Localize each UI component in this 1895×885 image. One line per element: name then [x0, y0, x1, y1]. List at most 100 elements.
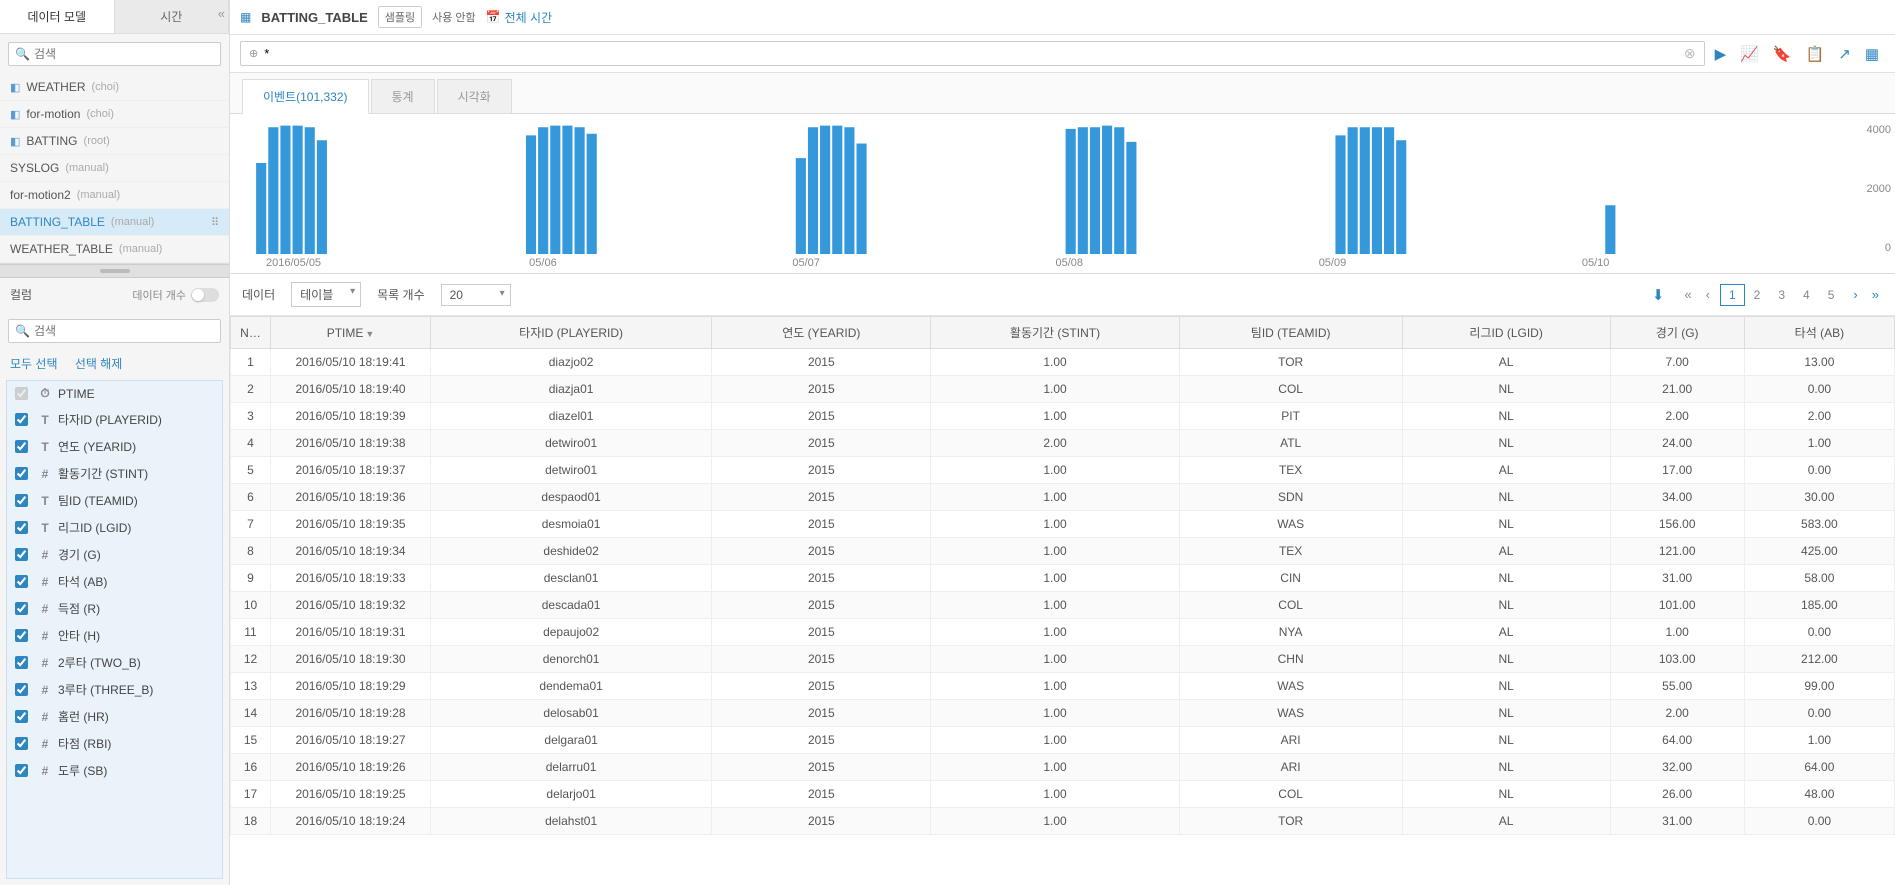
column-checkbox[interactable]: [15, 413, 28, 426]
column-checkbox[interactable]: [15, 656, 28, 669]
page-next[interactable]: ›: [1849, 285, 1861, 304]
clipboard-icon[interactable]: 📋: [1806, 45, 1825, 63]
tree-item-syslog[interactable]: SYSLOG(manual): [0, 155, 229, 182]
table-row[interactable]: 12016/05/10 18:19:41diazjo0220151.00TORA…: [231, 349, 1895, 376]
column-item[interactable]: #활동기간 (STINT): [7, 460, 222, 487]
column-item[interactable]: ⏱PTIME: [7, 381, 222, 406]
table-row[interactable]: 82016/05/10 18:19:34deshide0220151.00TEX…: [231, 538, 1895, 565]
column-item[interactable]: #2루타 (TWO_B): [7, 649, 222, 676]
column-checkbox[interactable]: [15, 683, 28, 696]
tree-item-batting[interactable]: ◧BATTING(root): [0, 128, 229, 155]
column-checkbox[interactable]: [15, 494, 28, 507]
bookmark-icon[interactable]: 🔖: [1773, 45, 1792, 63]
sidebar-splitter[interactable]: [0, 264, 229, 278]
column-item[interactable]: #안타 (H): [7, 622, 222, 649]
table-row[interactable]: 92016/05/10 18:19:33desclan0120151.00CIN…: [231, 565, 1895, 592]
column-checkbox[interactable]: [15, 548, 28, 561]
page-3[interactable]: 3: [1769, 284, 1794, 306]
column-item[interactable]: #3루타 (THREE_B): [7, 676, 222, 703]
column-item[interactable]: #도루 (SB): [7, 757, 222, 784]
data-table-container[interactable]: N…PTIME▼타자ID (PLAYERID)연도 (YEARID)활동기간 (…: [230, 316, 1895, 885]
tab-events[interactable]: 이벤트(101,332): [242, 79, 369, 114]
column-checkbox[interactable]: [15, 387, 28, 400]
column-header[interactable]: PTIME▼: [271, 317, 431, 349]
tree-item-for-motion[interactable]: ◧for-motion(choi): [0, 101, 229, 128]
page-1[interactable]: 1: [1720, 284, 1745, 306]
tab-time[interactable]: 시간: [115, 0, 230, 33]
page-size-select[interactable]: 20: [441, 284, 511, 306]
tree-item-for-motion2[interactable]: for-motion2(manual): [0, 182, 229, 209]
grip-icon[interactable]: ⠿: [211, 216, 219, 229]
sidebar-search[interactable]: 🔍: [8, 42, 221, 66]
clear-query-icon[interactable]: ⊗: [1684, 45, 1696, 62]
table-row[interactable]: 32016/05/10 18:19:39diazel0120151.00PITN…: [231, 403, 1895, 430]
table-row[interactable]: 102016/05/10 18:19:32descada0120151.00CO…: [231, 592, 1895, 619]
tree-item-weather_table[interactable]: WEATHER_TABLE(manual): [0, 236, 229, 263]
grid-icon[interactable]: ▦: [1865, 45, 1879, 63]
select-all-link[interactable]: 모두 선택: [10, 357, 58, 371]
data-count-toggle[interactable]: [191, 288, 219, 302]
deselect-all-link[interactable]: 선택 해제: [75, 357, 123, 371]
column-search-input[interactable]: [34, 324, 214, 338]
column-checkbox[interactable]: [15, 602, 28, 615]
column-item[interactable]: T타자ID (PLAYERID): [7, 406, 222, 433]
column-header[interactable]: 경기 (G): [1610, 317, 1744, 349]
table-row[interactable]: 142016/05/10 18:19:28delosab0120151.00WA…: [231, 700, 1895, 727]
column-header[interactable]: 리그ID (LGID): [1402, 317, 1610, 349]
column-header[interactable]: 팀ID (TEAMID): [1179, 317, 1402, 349]
column-checkbox[interactable]: [15, 710, 28, 723]
view-type-select[interactable]: 테이블: [291, 282, 361, 307]
page-last[interactable]: »: [1868, 285, 1883, 304]
column-item[interactable]: T팀ID (TEAMID): [7, 487, 222, 514]
table-row[interactable]: 182016/05/10 18:19:24delahst0120151.00TO…: [231, 808, 1895, 835]
collapse-sidebar-icon[interactable]: «: [218, 6, 225, 21]
column-checkbox[interactable]: [15, 764, 28, 777]
page-prev[interactable]: ‹: [1702, 285, 1714, 304]
sampling-button[interactable]: 샘플링: [378, 6, 422, 28]
run-query-icon[interactable]: ▶: [1715, 45, 1727, 63]
page-5[interactable]: 5: [1819, 284, 1844, 306]
chart-icon[interactable]: 📈: [1740, 45, 1759, 63]
table-row[interactable]: 72016/05/10 18:19:35desmoia0120151.00WAS…: [231, 511, 1895, 538]
column-checkbox[interactable]: [15, 575, 28, 588]
column-item[interactable]: T리그ID (LGID): [7, 514, 222, 541]
tree-item-weather[interactable]: ◧WEATHER(choi): [0, 74, 229, 101]
download-icon[interactable]: ⬇: [1652, 286, 1665, 304]
table-row[interactable]: 62016/05/10 18:19:36despaod0120151.00SDN…: [231, 484, 1895, 511]
column-item[interactable]: #타석 (AB): [7, 568, 222, 595]
column-header[interactable]: 연도 (YEARID): [712, 317, 931, 349]
page-2[interactable]: 2: [1745, 284, 1770, 306]
column-checkbox[interactable]: [15, 629, 28, 642]
tab-stats[interactable]: 통계: [371, 79, 435, 113]
column-item[interactable]: #홈런 (HR): [7, 703, 222, 730]
column-checkbox[interactable]: [15, 737, 28, 750]
column-item[interactable]: #득점 (R): [7, 595, 222, 622]
export-icon[interactable]: ↗: [1838, 45, 1851, 63]
column-header[interactable]: 타자ID (PLAYERID): [431, 317, 712, 349]
table-row[interactable]: 22016/05/10 18:19:40diazja0120151.00COLN…: [231, 376, 1895, 403]
table-row[interactable]: 42016/05/10 18:19:38detwiro0120152.00ATL…: [231, 430, 1895, 457]
page-first[interactable]: «: [1680, 285, 1695, 304]
tab-viz[interactable]: 시각화: [437, 79, 512, 113]
page-4[interactable]: 4: [1794, 284, 1819, 306]
column-header[interactable]: 활동기간 (STINT): [931, 317, 1179, 349]
column-item[interactable]: #타점 (RBI): [7, 730, 222, 757]
table-row[interactable]: 52016/05/10 18:19:37detwiro0120151.00TEX…: [231, 457, 1895, 484]
column-search[interactable]: 🔍: [8, 319, 221, 343]
table-row[interactable]: 132016/05/10 18:19:29dendema0120151.00WA…: [231, 673, 1895, 700]
table-row[interactable]: 122016/05/10 18:19:30denorch0120151.00CH…: [231, 646, 1895, 673]
table-row[interactable]: 162016/05/10 18:19:26delarru0120151.00AR…: [231, 754, 1895, 781]
table-row[interactable]: 112016/05/10 18:19:31depaujo0220151.00NY…: [231, 619, 1895, 646]
column-checkbox[interactable]: [15, 440, 28, 453]
column-item[interactable]: T연도 (YEARID): [7, 433, 222, 460]
tab-data-model[interactable]: 데이터 모델: [0, 0, 115, 33]
time-range-button[interactable]: 📅 전체 시간: [486, 9, 552, 26]
tree-item-batting_table[interactable]: BATTING_TABLE(manual)⠿: [0, 209, 229, 236]
column-checkbox[interactable]: [15, 467, 28, 480]
column-header[interactable]: N…: [231, 317, 271, 349]
column-header[interactable]: 타석 (AB): [1744, 317, 1894, 349]
column-checkbox[interactable]: [15, 521, 28, 534]
sidebar-search-input[interactable]: [34, 47, 214, 61]
query-input[interactable]: [264, 46, 1684, 61]
expand-query-icon[interactable]: ⊕: [249, 47, 258, 60]
